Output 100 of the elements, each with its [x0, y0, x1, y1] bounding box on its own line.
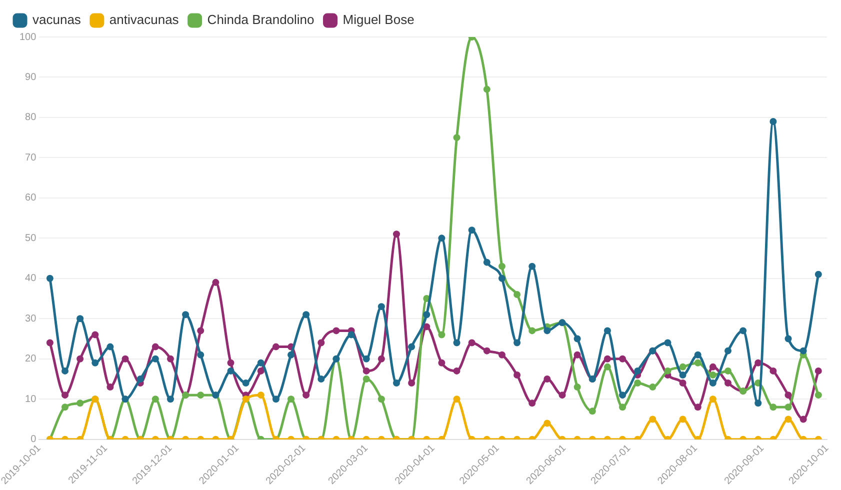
y-tick-label: 10	[25, 394, 37, 405]
point	[664, 367, 672, 374]
point	[257, 367, 264, 374]
point	[76, 315, 84, 322]
point	[784, 392, 792, 399]
point	[182, 311, 190, 318]
point	[362, 355, 370, 362]
point	[709, 363, 716, 370]
point	[166, 396, 174, 403]
point	[574, 335, 581, 342]
point	[152, 343, 159, 350]
point	[423, 311, 430, 318]
point	[754, 359, 762, 366]
point	[574, 384, 581, 391]
point	[754, 400, 762, 407]
point	[46, 274, 54, 282]
point	[528, 400, 536, 407]
point	[619, 392, 626, 399]
point	[679, 371, 686, 378]
point	[544, 420, 551, 427]
point	[724, 347, 732, 354]
y-tick-label: 20	[25, 354, 37, 365]
legend-label: vacunas	[32, 12, 82, 28]
point	[272, 343, 280, 350]
point	[423, 323, 430, 330]
point	[634, 367, 642, 374]
point	[288, 396, 295, 403]
point	[242, 380, 250, 387]
point	[453, 396, 460, 403]
y-tick-label: 40	[25, 273, 37, 284]
point	[814, 367, 822, 374]
point	[528, 262, 536, 270]
point	[257, 392, 264, 399]
point	[544, 375, 551, 382]
point	[62, 367, 68, 374]
point	[483, 258, 490, 266]
point	[709, 371, 716, 378]
point	[740, 327, 747, 334]
point	[318, 375, 325, 382]
point	[724, 367, 732, 374]
point	[544, 327, 551, 334]
point	[709, 396, 716, 403]
legend-label: antivacunas	[109, 12, 180, 28]
y-tick-label: 70	[25, 152, 37, 164]
point	[302, 311, 310, 318]
legend-label: Chinda Brandolino	[207, 12, 314, 28]
point	[152, 396, 159, 403]
y-tick-label: 50	[25, 232, 37, 244]
point	[332, 327, 340, 334]
point	[604, 327, 611, 334]
point	[408, 343, 416, 350]
point	[76, 355, 84, 362]
point	[392, 380, 400, 387]
point	[709, 380, 716, 387]
point	[197, 327, 204, 334]
point	[468, 226, 476, 234]
point	[664, 339, 672, 346]
point	[378, 355, 385, 362]
point	[152, 355, 159, 362]
point	[62, 392, 68, 399]
point	[136, 375, 144, 382]
point	[378, 303, 385, 310]
point	[438, 359, 446, 366]
point	[649, 416, 656, 423]
point	[634, 380, 642, 387]
point	[92, 331, 99, 338]
y-tick-label: 30	[25, 313, 37, 324]
point	[800, 416, 807, 423]
y-tick-label: 90	[25, 72, 37, 83]
point	[694, 404, 702, 411]
point	[272, 396, 280, 403]
point	[483, 347, 490, 354]
point	[46, 339, 54, 346]
point	[724, 380, 732, 387]
point	[784, 335, 792, 342]
point	[348, 331, 355, 338]
point	[588, 408, 596, 415]
point	[679, 363, 686, 370]
point	[814, 270, 822, 278]
point	[122, 355, 129, 362]
point	[362, 367, 370, 374]
point	[514, 371, 521, 378]
point	[619, 355, 626, 362]
point	[92, 359, 99, 366]
point	[679, 416, 686, 423]
point	[649, 384, 656, 391]
point	[558, 392, 566, 399]
point	[453, 339, 460, 346]
y-tick-label: 80	[25, 112, 37, 124]
point	[257, 359, 264, 366]
y-tick-label: 100	[19, 32, 37, 43]
point	[227, 367, 234, 374]
point	[438, 234, 446, 242]
point	[784, 404, 792, 411]
point	[514, 339, 521, 346]
point	[106, 384, 114, 391]
point	[197, 392, 204, 399]
point	[468, 339, 476, 346]
point	[438, 331, 446, 338]
point	[498, 274, 506, 282]
